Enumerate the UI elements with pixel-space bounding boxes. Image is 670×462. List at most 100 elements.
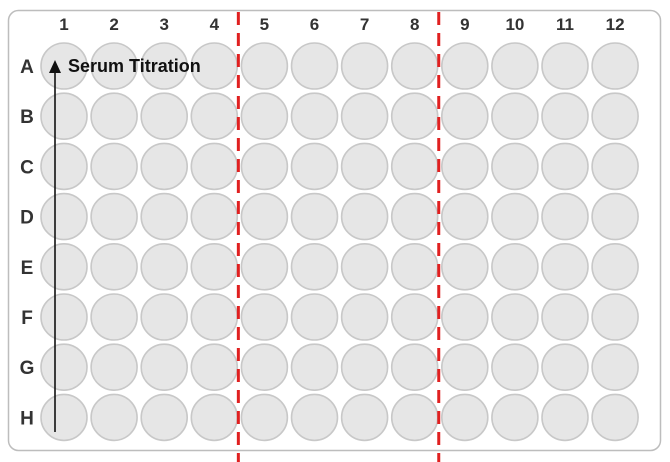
well-A6: [290, 42, 339, 90]
well-G3: [140, 343, 188, 392]
column-labels: 1 2 3 4 5 6 7 8 9 10 11 12: [59, 15, 624, 34]
well-D9: [440, 192, 489, 241]
column-label-10: 10: [505, 15, 524, 34]
well-B8: [390, 92, 439, 140]
well-E7: [340, 242, 389, 291]
well-B12: [591, 92, 639, 140]
well-E9: [440, 242, 489, 291]
well-F4: [190, 293, 239, 341]
well-G7: [340, 343, 389, 392]
row-label-B: B: [20, 107, 34, 128]
serum-titration-annotation: Serum Titration: [49, 56, 201, 432]
well-B7: [340, 92, 389, 140]
well-G10: [491, 343, 539, 392]
well-G12: [591, 343, 639, 392]
well-H8: [390, 393, 439, 442]
well-B9: [440, 92, 489, 140]
well-E8: [390, 242, 439, 291]
well-D4: [190, 192, 239, 241]
well-C7: [340, 142, 389, 191]
well-D10: [491, 192, 539, 241]
column-label-8: 8: [410, 15, 419, 34]
row-label-G: G: [20, 358, 35, 379]
column-label-4: 4: [210, 15, 220, 34]
well-D12: [591, 192, 639, 241]
well-C10: [491, 142, 539, 191]
well-G5: [240, 343, 289, 392]
well-A7: [340, 42, 389, 90]
well-G1: [40, 343, 88, 392]
well-G9: [440, 343, 489, 392]
well-C6: [290, 142, 339, 191]
well-C8: [390, 142, 439, 191]
well-F11: [541, 293, 589, 341]
well-C9: [440, 142, 489, 191]
column-label-5: 5: [260, 15, 269, 34]
row-label-E: E: [21, 258, 34, 279]
well-D1: [40, 192, 88, 241]
well-B6: [290, 92, 339, 140]
wells-grid: [40, 42, 639, 442]
well-C12: [591, 142, 639, 191]
row-label-D: D: [20, 208, 34, 229]
well-G4: [190, 343, 239, 392]
well-C3: [140, 142, 188, 191]
well-H3: [140, 393, 188, 442]
well-C5: [240, 142, 289, 191]
well-H9: [440, 393, 489, 442]
well-B2: [90, 92, 138, 140]
well-B11: [541, 92, 589, 140]
row-label-F: F: [21, 308, 33, 329]
well-H10: [491, 393, 539, 442]
well-E4: [190, 242, 239, 291]
well-F12: [591, 293, 639, 341]
well-B10: [491, 92, 539, 140]
well-H5: [240, 393, 289, 442]
well-A2: [90, 42, 138, 90]
column-label-6: 6: [310, 15, 319, 34]
well-H1: [40, 393, 88, 442]
well-B1: [40, 92, 88, 140]
well-F2: [90, 293, 138, 341]
well-H2: [90, 393, 138, 442]
row-labels: A B C D E F G H: [20, 57, 35, 429]
well-G11: [541, 343, 589, 392]
well-H11: [541, 393, 589, 442]
well-C2: [90, 142, 138, 191]
titration-arrow-head-icon: [49, 60, 61, 73]
well-G6: [290, 343, 339, 392]
well-D6: [290, 192, 339, 241]
well-F10: [491, 293, 539, 341]
well-E12: [591, 242, 639, 291]
column-label-9: 9: [460, 15, 469, 34]
well-E1: [40, 242, 88, 291]
column-label-7: 7: [360, 15, 369, 34]
well-A11: [541, 42, 589, 90]
well-A10: [491, 42, 539, 90]
well-H4: [190, 393, 239, 442]
column-label-1: 1: [59, 15, 68, 34]
well-H12: [591, 393, 639, 442]
well-B4: [190, 92, 239, 140]
well-G8: [390, 343, 439, 392]
well-A9: [440, 42, 489, 90]
column-label-3: 3: [159, 15, 168, 34]
annotation-label: Serum Titration: [68, 56, 201, 76]
well-H7: [340, 393, 389, 442]
well-H6: [290, 393, 339, 442]
well-B5: [240, 92, 289, 140]
well-E2: [90, 242, 138, 291]
well-E6: [290, 242, 339, 291]
well-F8: [390, 293, 439, 341]
well-D2: [90, 192, 138, 241]
well-D5: [240, 192, 289, 241]
well-D8: [390, 192, 439, 241]
well-A1: [40, 42, 88, 90]
row-label-A: A: [20, 57, 34, 78]
row-label-H: H: [20, 408, 34, 429]
well-E3: [140, 242, 188, 291]
well-F9: [440, 293, 489, 341]
well-F3: [140, 293, 188, 341]
column-label-11: 11: [556, 15, 574, 34]
